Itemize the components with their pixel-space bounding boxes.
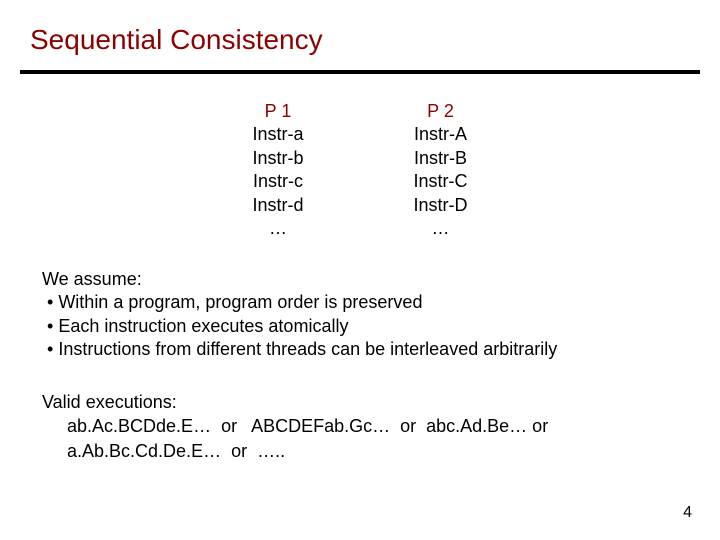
assume-bullet-2: • Instructions from different threads ca… [42, 338, 557, 361]
p2-instr-0: Instr-A [414, 123, 468, 146]
p1-instr-3: Instr-d [252, 194, 303, 217]
valid-row-1: ab.Ac.BCDde.E… or ABCDEFab.Gc… or abc.Ad… [42, 414, 548, 438]
title-rule [20, 70, 700, 74]
p1-instr-1: Instr-b [252, 147, 303, 170]
programs-row: P 1 Instr-a Instr-b Instr-c Instr-d … P … [0, 100, 720, 240]
program-p1: P 1 Instr-a Instr-b Instr-c Instr-d … [252, 100, 303, 240]
assume-block: We assume: • Within a program, program o… [42, 268, 557, 362]
valid-block: Valid executions: ab.Ac.BCDde.E… or ABCD… [42, 390, 548, 463]
assume-bullet-1-text: Each instruction executes atomically [58, 316, 348, 336]
slide: Sequential Consistency P 1 Instr-a Instr… [0, 0, 720, 540]
valid-row-2: a.Ab.Bc.Cd.De.E… or ….. [42, 439, 548, 463]
p2-instr-4: … [414, 217, 468, 240]
program-p2: P 2 Instr-A Instr-B Instr-C Instr-D … [414, 100, 468, 240]
p2-head: P 2 [414, 100, 468, 123]
assume-lead: We assume: [42, 268, 557, 291]
p2-instr-3: Instr-D [414, 194, 468, 217]
p1-instr-4: … [252, 217, 303, 240]
p1-head: P 1 [252, 100, 303, 123]
slide-title: Sequential Consistency [30, 24, 323, 56]
p2-instr-2: Instr-C [414, 170, 468, 193]
assume-bullet-2-text: Instructions from different threads can … [58, 339, 557, 359]
assume-bullet-1: • Each instruction executes atomically [42, 315, 557, 338]
page-number: 4 [683, 504, 692, 522]
assume-bullet-0: • Within a program, program order is pre… [42, 291, 557, 314]
p1-instr-2: Instr-c [252, 170, 303, 193]
valid-lead: Valid executions: [42, 390, 548, 414]
p1-instr-0: Instr-a [252, 123, 303, 146]
assume-bullet-0-text: Within a program, program order is prese… [58, 292, 422, 312]
p2-instr-1: Instr-B [414, 147, 468, 170]
